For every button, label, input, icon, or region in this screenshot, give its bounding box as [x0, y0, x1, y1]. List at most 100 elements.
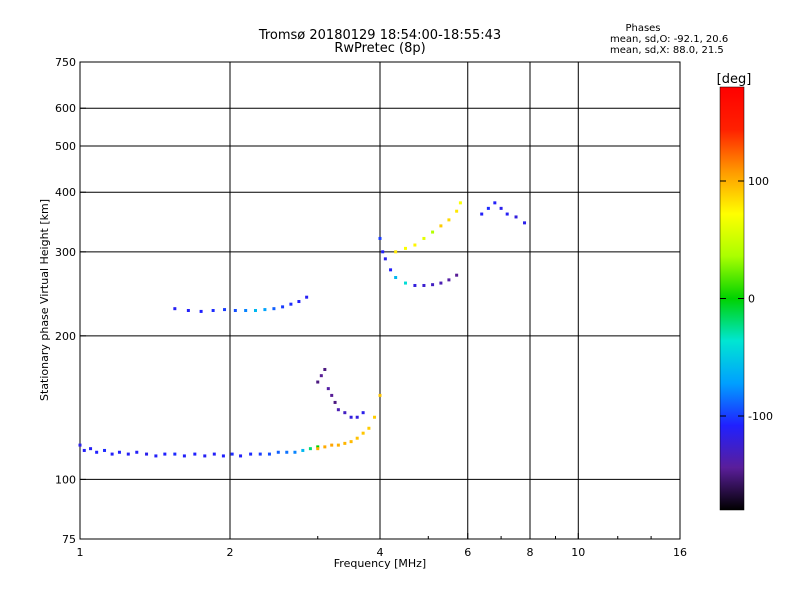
scatter-point — [173, 307, 177, 311]
x-grid — [229, 62, 579, 539]
scatter-point — [361, 411, 365, 415]
scatter-point — [126, 452, 130, 456]
scatter-point — [223, 308, 227, 312]
scatter-point — [514, 215, 518, 219]
y-grid — [80, 107, 680, 480]
x-tick-label: 6 — [464, 546, 471, 559]
scatter-point — [239, 454, 243, 458]
y-tick-label: 600 — [55, 102, 76, 115]
scatter-point — [367, 426, 371, 430]
colorbar-tick-label: -100 — [748, 410, 773, 423]
scatter-point — [308, 447, 312, 451]
scatter-point — [455, 273, 459, 277]
scatter-point — [381, 250, 385, 254]
x-tick-label: 16 — [673, 546, 687, 559]
scatter-point — [394, 276, 398, 280]
scatter-point — [203, 454, 207, 458]
x-tick-label: 1 — [77, 546, 84, 559]
scatter-point — [422, 283, 426, 287]
scatter-point — [355, 415, 359, 419]
scatter-point — [78, 443, 82, 447]
scatter-point — [221, 454, 225, 458]
stats-heading: Phases — [625, 23, 660, 34]
y-tick-label: 500 — [55, 140, 76, 153]
stats-line-o: mean, sd,O: -92.1, 20.6 — [610, 34, 728, 45]
scatter-point — [89, 447, 93, 451]
scatter-point — [211, 308, 215, 312]
scatter-point — [330, 443, 334, 447]
scatter-point — [82, 448, 86, 452]
scatter-point — [182, 454, 186, 458]
chart-subtitle: RwPretec (8p) — [334, 41, 425, 56]
scatter-point — [349, 440, 353, 444]
scatter-point — [276, 450, 280, 454]
scatter-point — [95, 450, 99, 454]
scatter-point — [480, 212, 484, 216]
y-tick-label: 200 — [55, 330, 76, 343]
scatter-point — [135, 450, 139, 454]
y-tick-label: 400 — [55, 186, 76, 199]
scatter-point — [486, 206, 490, 210]
scatter-point — [394, 250, 398, 254]
scatter-point — [199, 309, 203, 313]
scatter-points — [78, 201, 527, 458]
scatter-point — [326, 387, 330, 391]
scatter-point — [293, 450, 297, 454]
colorbar-tick-label: 100 — [748, 175, 769, 188]
scatter-point — [389, 268, 393, 272]
scatter-point — [378, 236, 382, 240]
scatter-point — [458, 201, 462, 205]
scatter-point — [355, 436, 359, 440]
scatter-point — [103, 448, 107, 452]
scatter-point — [447, 218, 451, 222]
scatter-point — [230, 452, 234, 456]
scatter-point — [258, 452, 262, 456]
chart-title: Tromsø 20180129 18:54:00-18:55:43 — [258, 28, 501, 43]
x-axis-label: Frequency [MHz] — [334, 557, 426, 570]
scatter-point — [431, 283, 435, 287]
scatter-point — [439, 224, 443, 228]
scatter-point — [349, 415, 353, 419]
stats-line-x: mean, sd,X: 88.0, 21.5 — [610, 45, 724, 56]
scatter-point — [267, 452, 271, 456]
y-axis: 75 100 200 300 400 500 600 750 — [55, 56, 86, 546]
scatter-point — [383, 257, 387, 261]
scatter-point — [145, 452, 149, 456]
scatter-point — [163, 452, 167, 456]
scatter-point — [253, 308, 257, 312]
scatter-point — [336, 408, 340, 412]
scatter-point — [413, 283, 417, 287]
scatter-point — [212, 452, 216, 456]
x-tick-label: 10 — [571, 546, 585, 559]
x-tick-label: 4 — [377, 546, 384, 559]
scatter-point — [422, 236, 426, 240]
scatter-point — [289, 302, 293, 306]
scatter-point — [316, 380, 320, 384]
scatter-point — [285, 450, 289, 454]
scatter-point — [523, 221, 527, 225]
scatter-point — [431, 230, 435, 234]
scatter-point — [403, 281, 407, 285]
y-tick-label: 750 — [55, 56, 76, 69]
scatter-point — [343, 441, 347, 445]
scatter-point — [244, 308, 248, 312]
scatter-point — [154, 454, 158, 458]
scatter-point — [193, 452, 197, 456]
scatter-point — [173, 452, 177, 456]
scatter-point — [249, 452, 253, 456]
colorbar-ticks: 100 0 -100 — [720, 175, 773, 423]
scatter-point — [233, 308, 237, 312]
scatter-point — [281, 305, 285, 309]
scatter-point — [333, 400, 337, 404]
scatter-point — [455, 209, 459, 213]
scatter-point — [493, 201, 497, 205]
scatter-point — [378, 393, 382, 397]
scatter-point — [323, 367, 327, 371]
scatter-point — [316, 447, 320, 451]
x-axis: 1 2 4 6 8 10 16 — [77, 533, 687, 559]
colorbar-tick-label: 0 — [748, 293, 755, 306]
scatter-point — [117, 450, 121, 454]
scatter-point — [263, 308, 267, 312]
scatter-point — [186, 308, 190, 312]
colorbar-label: [deg] — [717, 72, 752, 87]
